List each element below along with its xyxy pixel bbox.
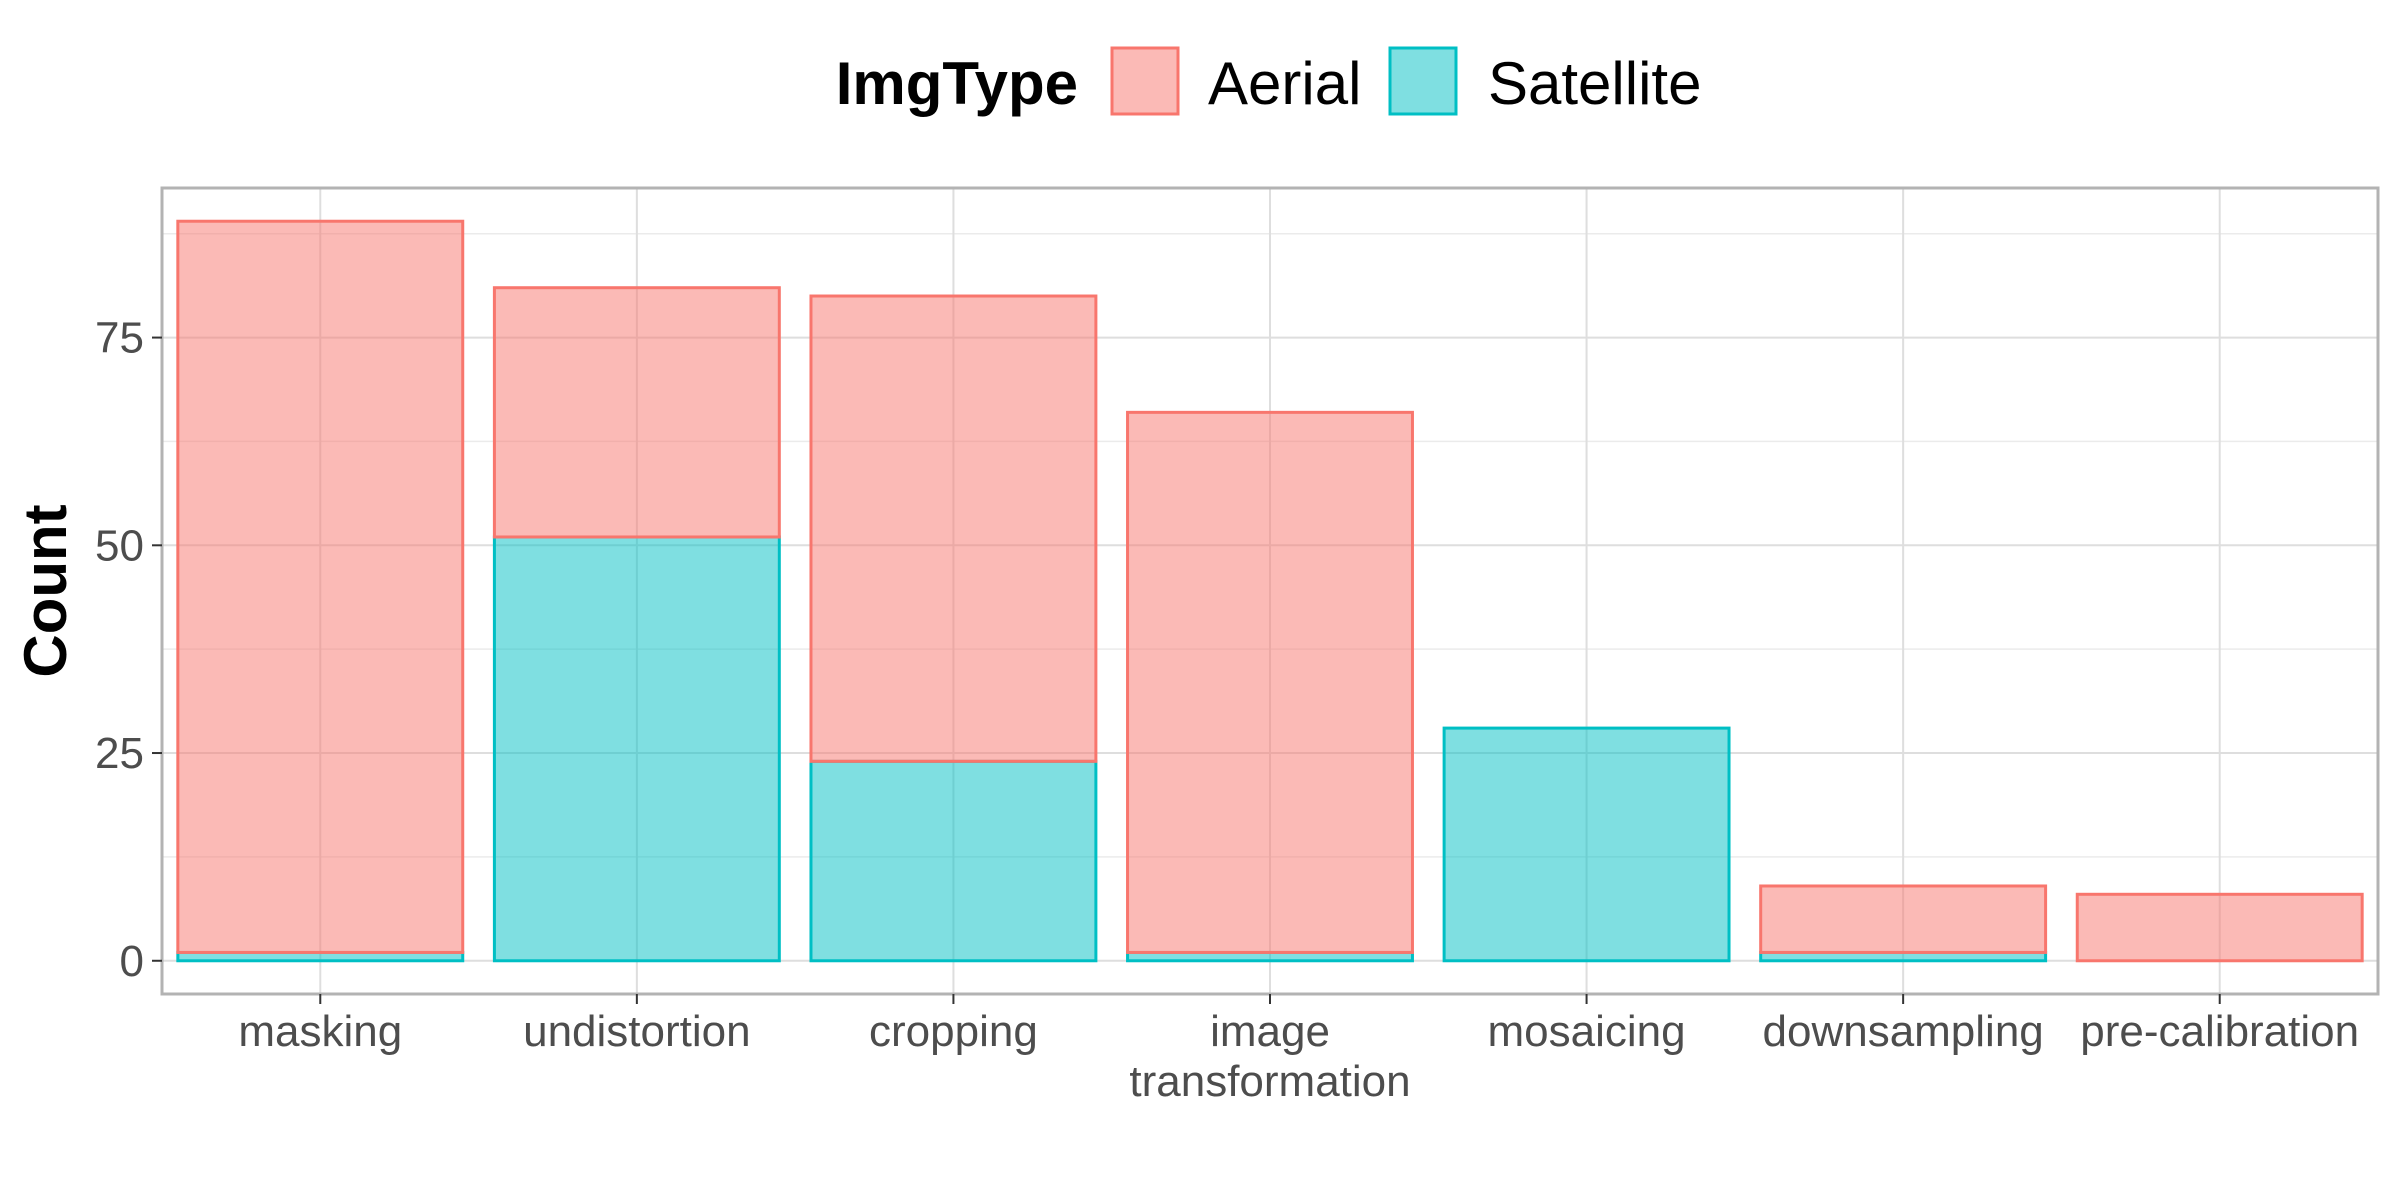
x-tick-label: cropping <box>869 1007 1038 1056</box>
legend: ImgType Aerial Satellite <box>836 46 1701 117</box>
bar-satellite-undistortion <box>492 535 781 963</box>
y-tick-label: 50 <box>95 521 144 570</box>
x-tick-label: undistortion <box>523 1007 750 1056</box>
y-tick-label: 25 <box>95 729 144 778</box>
bar-satellite-cropping <box>809 759 1098 963</box>
bars <box>176 219 2364 963</box>
x-tick-label: masking <box>238 1007 402 1056</box>
bar-aerial-downsampling <box>1759 884 2048 954</box>
x-axis: masking undistortion cropping image transfor… <box>238 994 2359 1106</box>
bar-aerial-pre-calibration <box>2075 892 2364 963</box>
bar-aerial-image-transformation <box>1126 410 1414 954</box>
x-tick-label: pre-calibration <box>2080 1007 2359 1056</box>
bar-aerial-cropping <box>809 294 1098 763</box>
y-tick-label: 0 <box>120 937 144 986</box>
y-axis-title: Count <box>12 504 79 677</box>
y-axis: 0 25 50 75 <box>95 314 162 986</box>
legend-key-aerial <box>1110 46 1180 116</box>
x-tick-label: downsampling <box>1763 1007 2044 1056</box>
bar-aerial-undistortion <box>492 286 781 539</box>
legend-key-satellite <box>1388 46 1458 116</box>
x-tick-label: mosaicing <box>1488 1007 1686 1056</box>
bar-aerial-masking <box>176 219 465 954</box>
legend-label-aerial: Aerial <box>1208 50 1361 117</box>
y-tick-label: 75 <box>95 314 144 363</box>
bar-satellite-mosaicing <box>1442 726 1731 963</box>
x-tick-label: image transformation <box>1129 1007 1410 1106</box>
legend-label-satellite: Satellite <box>1488 50 1701 117</box>
legend-title: ImgType <box>836 50 1078 117</box>
